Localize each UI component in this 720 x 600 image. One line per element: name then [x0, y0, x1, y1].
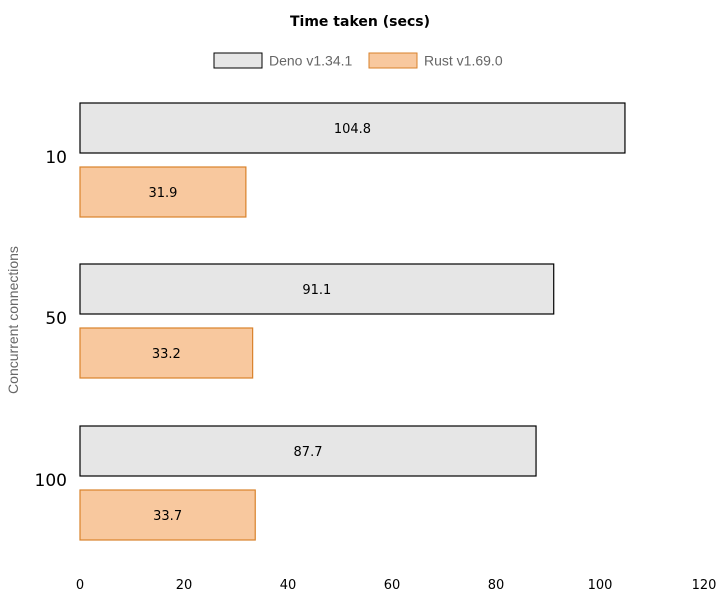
x-tick-label-0: 0 [76, 578, 84, 593]
bar-label-deno-50: 91.1 [302, 283, 331, 298]
bar-label-rust-10: 31.9 [148, 186, 177, 201]
legend-swatch-deno [213, 52, 263, 69]
category-label-50: 50 [45, 309, 67, 329]
x-tick-label-60: 60 [384, 578, 401, 593]
category-label-100: 100 [35, 471, 67, 491]
x-tick-label-120: 120 [692, 578, 717, 593]
bar-label-rust-50: 33.2 [152, 347, 181, 362]
category-label-10: 10 [45, 148, 67, 168]
bar-rust-100 [79, 489, 256, 541]
bar-rust-50 [79, 327, 254, 379]
legend-item-deno: Deno v1.34.1 [213, 52, 352, 69]
x-tick-label-100: 100 [588, 578, 613, 593]
x-tick-label-80: 80 [488, 578, 505, 593]
legend-label-rust: Rust v1.69.0 [424, 53, 503, 69]
x-tick-label-20: 20 [176, 578, 193, 593]
bar-deno-50 [79, 263, 555, 315]
bar-deno-10 [79, 102, 626, 154]
y-axis-label: Concurrent connections [5, 246, 21, 394]
legend-label-deno: Deno v1.34.1 [269, 53, 352, 69]
bar-label-rust-100: 33.7 [153, 509, 182, 524]
bar-deno-100 [79, 425, 537, 477]
plot-area: 104.8 31.9 10 91.1 33.2 50 87.7 33.7 100 [35, 102, 626, 541]
chart-title: Time taken (secs) [290, 14, 430, 30]
legend-item-rust: Rust v1.69.0 [368, 52, 503, 69]
legend-swatch-rust [368, 52, 418, 69]
x-tick-label-40: 40 [280, 578, 297, 593]
x-axis-ticks: 0 20 40 60 80 100 120 [76, 578, 717, 593]
bar-label-deno-10: 104.8 [334, 122, 371, 137]
bar-rust-10 [79, 166, 247, 218]
bar-label-deno-100: 87.7 [294, 445, 323, 460]
legend: Deno v1.34.1 Rust v1.69.0 [213, 52, 503, 69]
